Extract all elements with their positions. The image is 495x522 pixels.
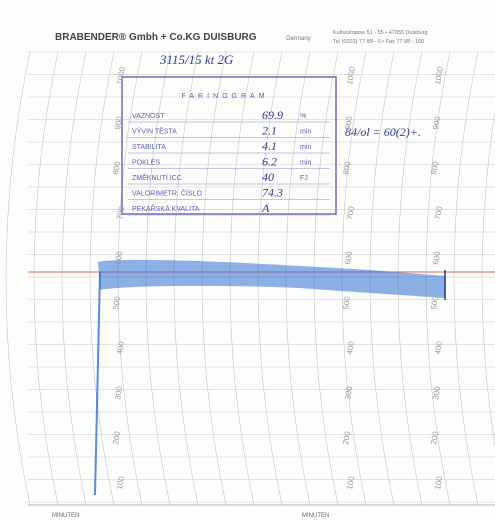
scale-labels: 1000 1000 1000 900 900 900 800 800 800 700 700 700 6… [111, 66, 445, 491]
stamp-unit: min [300, 160, 311, 167]
scale-label: 100 [433, 475, 444, 490]
scale-label: 500 [341, 295, 352, 310]
scale-label: 300 [113, 385, 124, 400]
scale-label: 900 [343, 115, 354, 130]
stamp-label: POKLES [132, 160, 160, 167]
grid-arc [453, 51, 479, 506]
scale-label: 800 [429, 160, 440, 175]
stamp-label: STABILITA [132, 144, 166, 151]
scale-label: 900 [431, 115, 442, 130]
stamp-value: 69.9 [262, 108, 283, 122]
axis-label: MINUTEN [302, 513, 329, 519]
scale-label: 200 [111, 430, 122, 445]
scale-label: 400 [345, 340, 356, 355]
scale-label: 300 [343, 385, 354, 400]
grid-arc [33, 51, 59, 506]
stamp-value: 6.2 [262, 155, 277, 169]
scale-label: 500 [429, 295, 440, 310]
scale-label: 300 [431, 385, 442, 400]
stamp-value: 40 [262, 170, 274, 184]
address: Kulturstrasse 51 - 55 • 47055 Duisburg [333, 30, 428, 36]
scale-label: 200 [429, 430, 440, 445]
scale-label: 700 [115, 205, 126, 220]
scale-label: 700 [345, 205, 356, 220]
sample-note: 3115/15 kt 2G [159, 52, 234, 67]
scale-label: 100 [115, 475, 126, 490]
scale-label: 1000 [433, 66, 445, 86]
phone: Tel (0203) 77 88 - 0 • Fax 77 88 - 100 [333, 39, 424, 45]
stamp: FARINOGRAM VAZNOST 69.9 % VÝVIN TĚSTA 2.1 min S… [128, 93, 330, 216]
country: Germany [286, 36, 311, 42]
scale-label: 100 [345, 475, 356, 490]
stamp-title: FARINOGRAM [181, 93, 268, 100]
result-note: 84/ol = 60(2)+. [345, 125, 421, 139]
stamp-unit: FJ [300, 175, 308, 182]
stamp-label: VAZNOST [132, 113, 165, 120]
stamp-label: VÝVIN TĚSTA [132, 127, 177, 136]
stamp-label: ZMĚKNUTÍ ICC [132, 173, 182, 182]
scale-label: 400 [433, 340, 444, 355]
stamp-unit: min [300, 144, 311, 151]
scale-label: 1000 [115, 66, 127, 86]
stamp-unit: min [300, 129, 311, 136]
stamp-box [121, 76, 337, 215]
scale-label: 200 [341, 430, 352, 445]
scale-label: 700 [433, 205, 444, 220]
stamp-label: PEKAŘSKÁ KVALITA [132, 204, 200, 213]
scale-label: 600 [343, 250, 354, 265]
scale-label: 400 [115, 340, 126, 355]
stamp-value: A [261, 201, 270, 215]
curve-drop [94, 271, 101, 496]
grid-arc [481, 110, 495, 448]
stamp-value: 74.3 [262, 186, 283, 200]
stamp-value: 2.1 [262, 124, 277, 138]
axis-label: MINUTEN [52, 513, 79, 519]
scale-label: 500 [111, 295, 122, 310]
scale-label: 600 [431, 250, 442, 265]
grid-arc [89, 51, 115, 506]
scale-label: 800 [111, 160, 122, 175]
scale-label: 600 [113, 250, 124, 265]
stamp-value: 4.1 [262, 139, 277, 153]
company-name: BRABENDER® Gmbh + Co.KG DUISBURG [55, 32, 257, 43]
stamp-label: VALORIMETR. ČÍSLO [132, 189, 202, 198]
grid-arc [61, 51, 87, 506]
curve-band [98, 259, 445, 298]
stamp-unit: % [300, 113, 306, 120]
scale-label: 800 [341, 160, 352, 175]
scale-label: 900 [113, 115, 124, 130]
scale-label: 1000 [345, 66, 357, 86]
grid-arc [5, 51, 31, 506]
